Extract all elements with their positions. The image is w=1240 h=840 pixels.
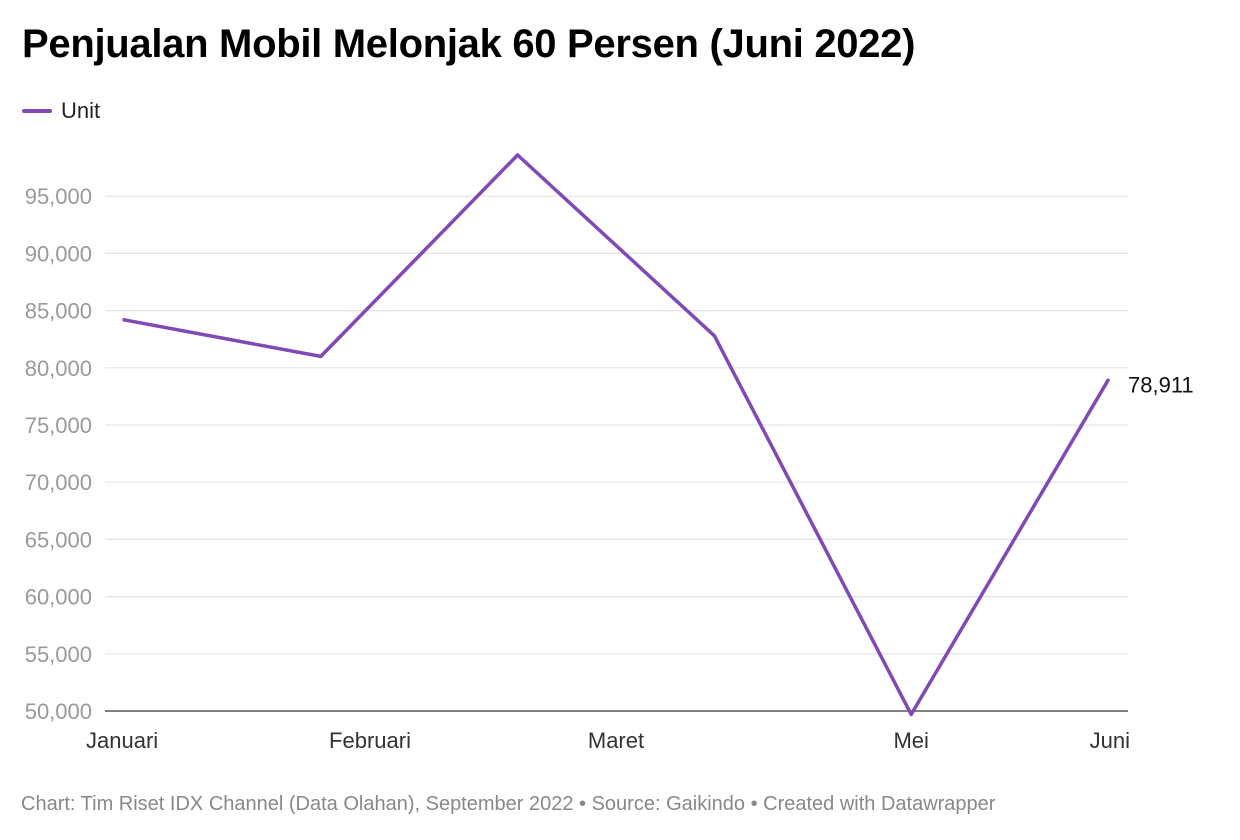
series-layer (122, 153, 1110, 717)
x-axis-ticks: Januari Februari Maret Mei Juni (86, 728, 1130, 753)
legend: Unit (22, 97, 100, 125)
data-point (712, 334, 716, 338)
y-tick-label: 70,000 (25, 470, 92, 495)
y-tick-label: 80,000 (25, 356, 92, 381)
data-point (122, 318, 126, 322)
y-tick-label: 50,000 (25, 699, 92, 724)
annotation-layer: 78,911 (1128, 372, 1194, 397)
x-tick-label: Mei (893, 728, 928, 753)
data-point (909, 712, 913, 716)
y-tick-label: 65,000 (25, 527, 92, 552)
x-tick-label: Januari (86, 728, 158, 753)
y-tick-label: 60,000 (25, 585, 92, 610)
chart-footer: Chart: Tim Riset IDX Channel (Data Olaha… (21, 793, 996, 815)
x-tick-label: Februari (329, 728, 411, 753)
series-line-unit (122, 153, 1110, 717)
y-tick-label: 85,000 (25, 299, 92, 324)
x-tick-label: Juni (1090, 728, 1130, 753)
chart-title: Penjualan Mobil Melonjak 60 Persen (Juni… (22, 22, 916, 66)
y-tick-label: 75,000 (25, 413, 92, 438)
legend-swatch (22, 109, 52, 113)
data-point (516, 153, 520, 157)
y-tick-label: 55,000 (25, 642, 92, 667)
grid-lines (105, 195, 1128, 712)
y-axis-ticks: 50,000 55,000 60,000 65,000 70,000 75,000 80,0… (25, 184, 92, 724)
y-tick-label: 95,000 (25, 184, 92, 209)
data-point (319, 354, 323, 358)
end-value-label: 78,911 (1128, 372, 1194, 397)
x-tick-label: Maret (588, 728, 644, 753)
data-point (1106, 378, 1110, 382)
legend-label: Unit (61, 98, 101, 123)
y-tick-label: 90,000 (25, 241, 92, 266)
